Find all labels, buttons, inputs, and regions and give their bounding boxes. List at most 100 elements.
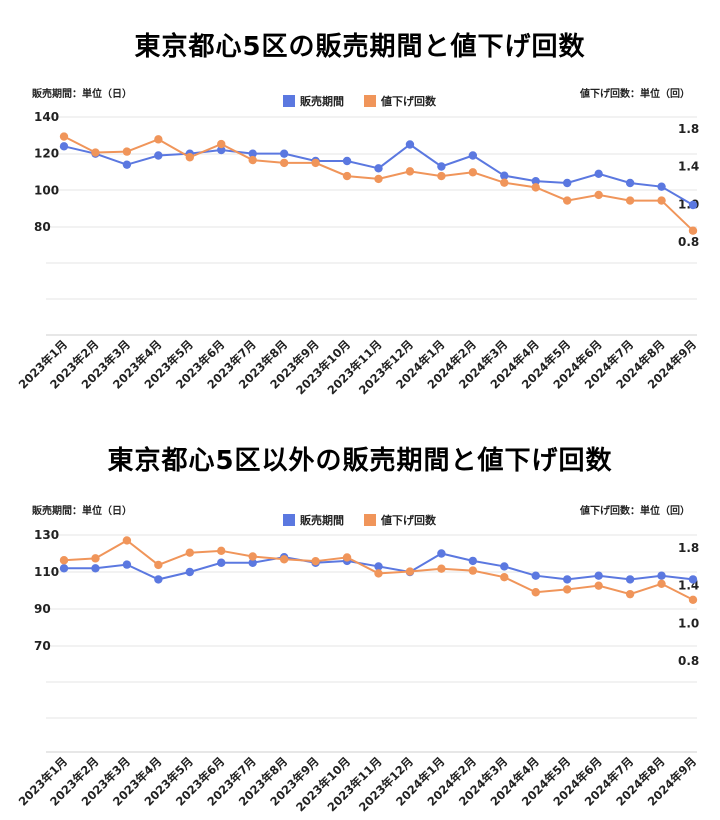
data-point [185,567,194,577]
data-point [122,536,132,545]
data-point [217,145,226,155]
data-point [468,151,478,160]
data-point [688,575,698,584]
data-point [657,571,666,580]
data-point [185,153,194,162]
x-tick-label: 2024年3月 [456,754,510,808]
right-axis-unit-label: 値下げ回数：単位（回） [579,504,690,517]
data-point [374,569,383,578]
chart-1: 販売期間：単位（日） 値下げ回数：単位（回） 販売期間 値下げ回数 140 120 100 8… [16,87,700,397]
data-point [405,567,415,577]
data-point [688,200,698,210]
data-point [657,579,666,588]
data-point [531,183,540,192]
data-point [405,567,415,576]
data-point [594,581,603,590]
data-point [154,135,163,144]
data-point [437,564,446,573]
data-point [311,556,320,566]
data-point [311,158,320,168]
data-point [500,178,509,187]
data-point [217,558,226,567]
data-point [468,566,478,575]
data-point [279,158,289,168]
data-point [437,549,446,558]
data-point [625,178,635,188]
data-point [91,148,100,157]
legend-label: 販売期間 [300,94,344,108]
x-tick-label: 2023年4月 [110,754,164,808]
data-point [657,182,666,191]
data-point [500,562,509,571]
data-point [342,556,352,566]
x-tick-label: 2024年8月 [613,754,667,808]
x-tick-label: 2024年1月 [393,754,447,808]
x-tick-label: 2024年9月 [645,754,699,808]
data-point [342,156,352,166]
data-point [217,139,226,149]
right-tick-label: 1.4 [678,579,699,593]
legend-label: 値下げ回数 [380,94,437,108]
data-point [437,171,446,181]
data-point [279,149,289,158]
data-point [154,560,163,570]
x-tick-label: 2023年12月 [356,754,416,814]
series-line [64,552,694,581]
left-tick-label: 140 [34,110,59,124]
left-tick-label: 110 [34,565,59,579]
data-point [374,174,383,184]
left-tick-label: 100 [34,183,59,197]
x-tick-label: 2024年2月 [425,754,479,808]
data-point [405,140,415,149]
data-point [374,562,383,571]
x-tick-label: 2024年6月 [550,754,604,808]
right-tick-label: 0.8 [678,235,699,249]
data-point [342,553,352,562]
data-point [248,552,257,561]
legend-swatch [364,95,376,107]
data-point [59,564,69,573]
data-point [185,548,194,557]
data-point [500,572,509,582]
data-point [342,171,352,181]
x-tick-label: 2023年10月 [293,754,353,814]
x-tick-label: 2023年9月 [267,754,321,808]
x-tick-label: 2023年1月 [16,754,70,808]
chart-2-title: 東京都心5区以外の販売期間と値下げ回数 [107,446,613,476]
data-point [468,168,478,177]
right-tick-label: 1.8 [678,541,699,555]
legend-label: 販売期間 [300,513,344,527]
data-point [563,178,572,188]
data-point [217,546,226,556]
data-point [594,571,603,580]
left-tick-label: 130 [34,528,59,542]
data-point [594,190,603,200]
data-point [374,164,383,173]
data-point [625,575,635,584]
data-point [248,558,257,567]
series-line [63,539,694,601]
data-point [688,595,698,604]
data-point [563,575,572,584]
right-tick-label: 0.8 [678,654,699,668]
left-axis-unit-label: 販売期間：単位（日） [32,87,132,100]
left-tick-label: 120 [34,147,59,161]
right-tick-label: 1.8 [678,122,699,136]
x-tick-label: 2023年11月 [325,754,385,814]
data-point [500,171,509,180]
data-point [625,589,635,599]
data-point [563,196,572,205]
data-point [531,588,540,597]
data-point [248,155,257,165]
data-point [122,147,132,156]
series-line [63,135,694,232]
left-tick-label: 70 [34,639,51,653]
left-tick-label: 80 [34,220,51,234]
data-point [468,556,478,566]
x-tick-label: 2023年5月 [141,754,195,808]
x-tick-label: 2023年6月 [173,754,227,808]
data-point [91,564,100,573]
legend-swatch [283,95,295,107]
data-point [405,167,415,176]
data-point [91,554,100,563]
